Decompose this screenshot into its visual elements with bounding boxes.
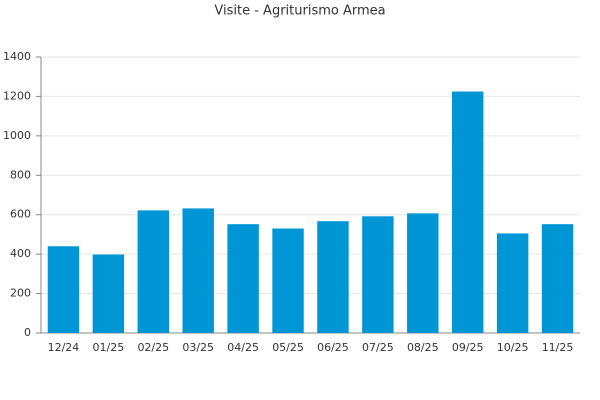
bar xyxy=(272,228,304,333)
y-tick-label: 600 xyxy=(10,208,31,221)
bar xyxy=(182,208,214,333)
chart-title: Visite - Agriturismo Armea xyxy=(214,4,385,19)
x-tick-label: 10/25 xyxy=(497,341,529,354)
x-tick-label: 03/25 xyxy=(182,341,214,354)
y-tick-label: 200 xyxy=(10,287,31,300)
x-tick-label: 06/25 xyxy=(317,341,349,354)
y-tick-label: 1400 xyxy=(3,50,31,63)
bar xyxy=(407,213,439,333)
y-tick-label: 0 xyxy=(24,326,31,339)
y-tick-label: 800 xyxy=(10,168,31,181)
x-tick-label: 12/24 xyxy=(48,341,80,354)
bar xyxy=(92,254,125,333)
x-tick-label: 02/25 xyxy=(137,341,169,354)
x-tick-label: 01/25 xyxy=(93,341,125,354)
x-tick-label: 11/25 xyxy=(542,341,574,354)
bar xyxy=(137,210,170,333)
y-tick-label: 1200 xyxy=(3,89,31,102)
x-tick-label: 05/25 xyxy=(272,341,304,354)
bar xyxy=(362,216,394,333)
y-tick-label: 400 xyxy=(10,247,31,260)
bar xyxy=(47,246,80,333)
bar xyxy=(451,91,484,333)
bar xyxy=(227,224,259,333)
x-tick-label: 09/25 xyxy=(452,341,484,354)
bar xyxy=(496,233,529,333)
x-tick-label: 04/25 xyxy=(227,341,259,354)
bar xyxy=(317,221,349,333)
y-tick-label: 1000 xyxy=(3,129,31,142)
x-tick-label: 08/25 xyxy=(407,341,439,354)
x-tick-label: 07/25 xyxy=(362,341,394,354)
bar xyxy=(541,224,574,333)
